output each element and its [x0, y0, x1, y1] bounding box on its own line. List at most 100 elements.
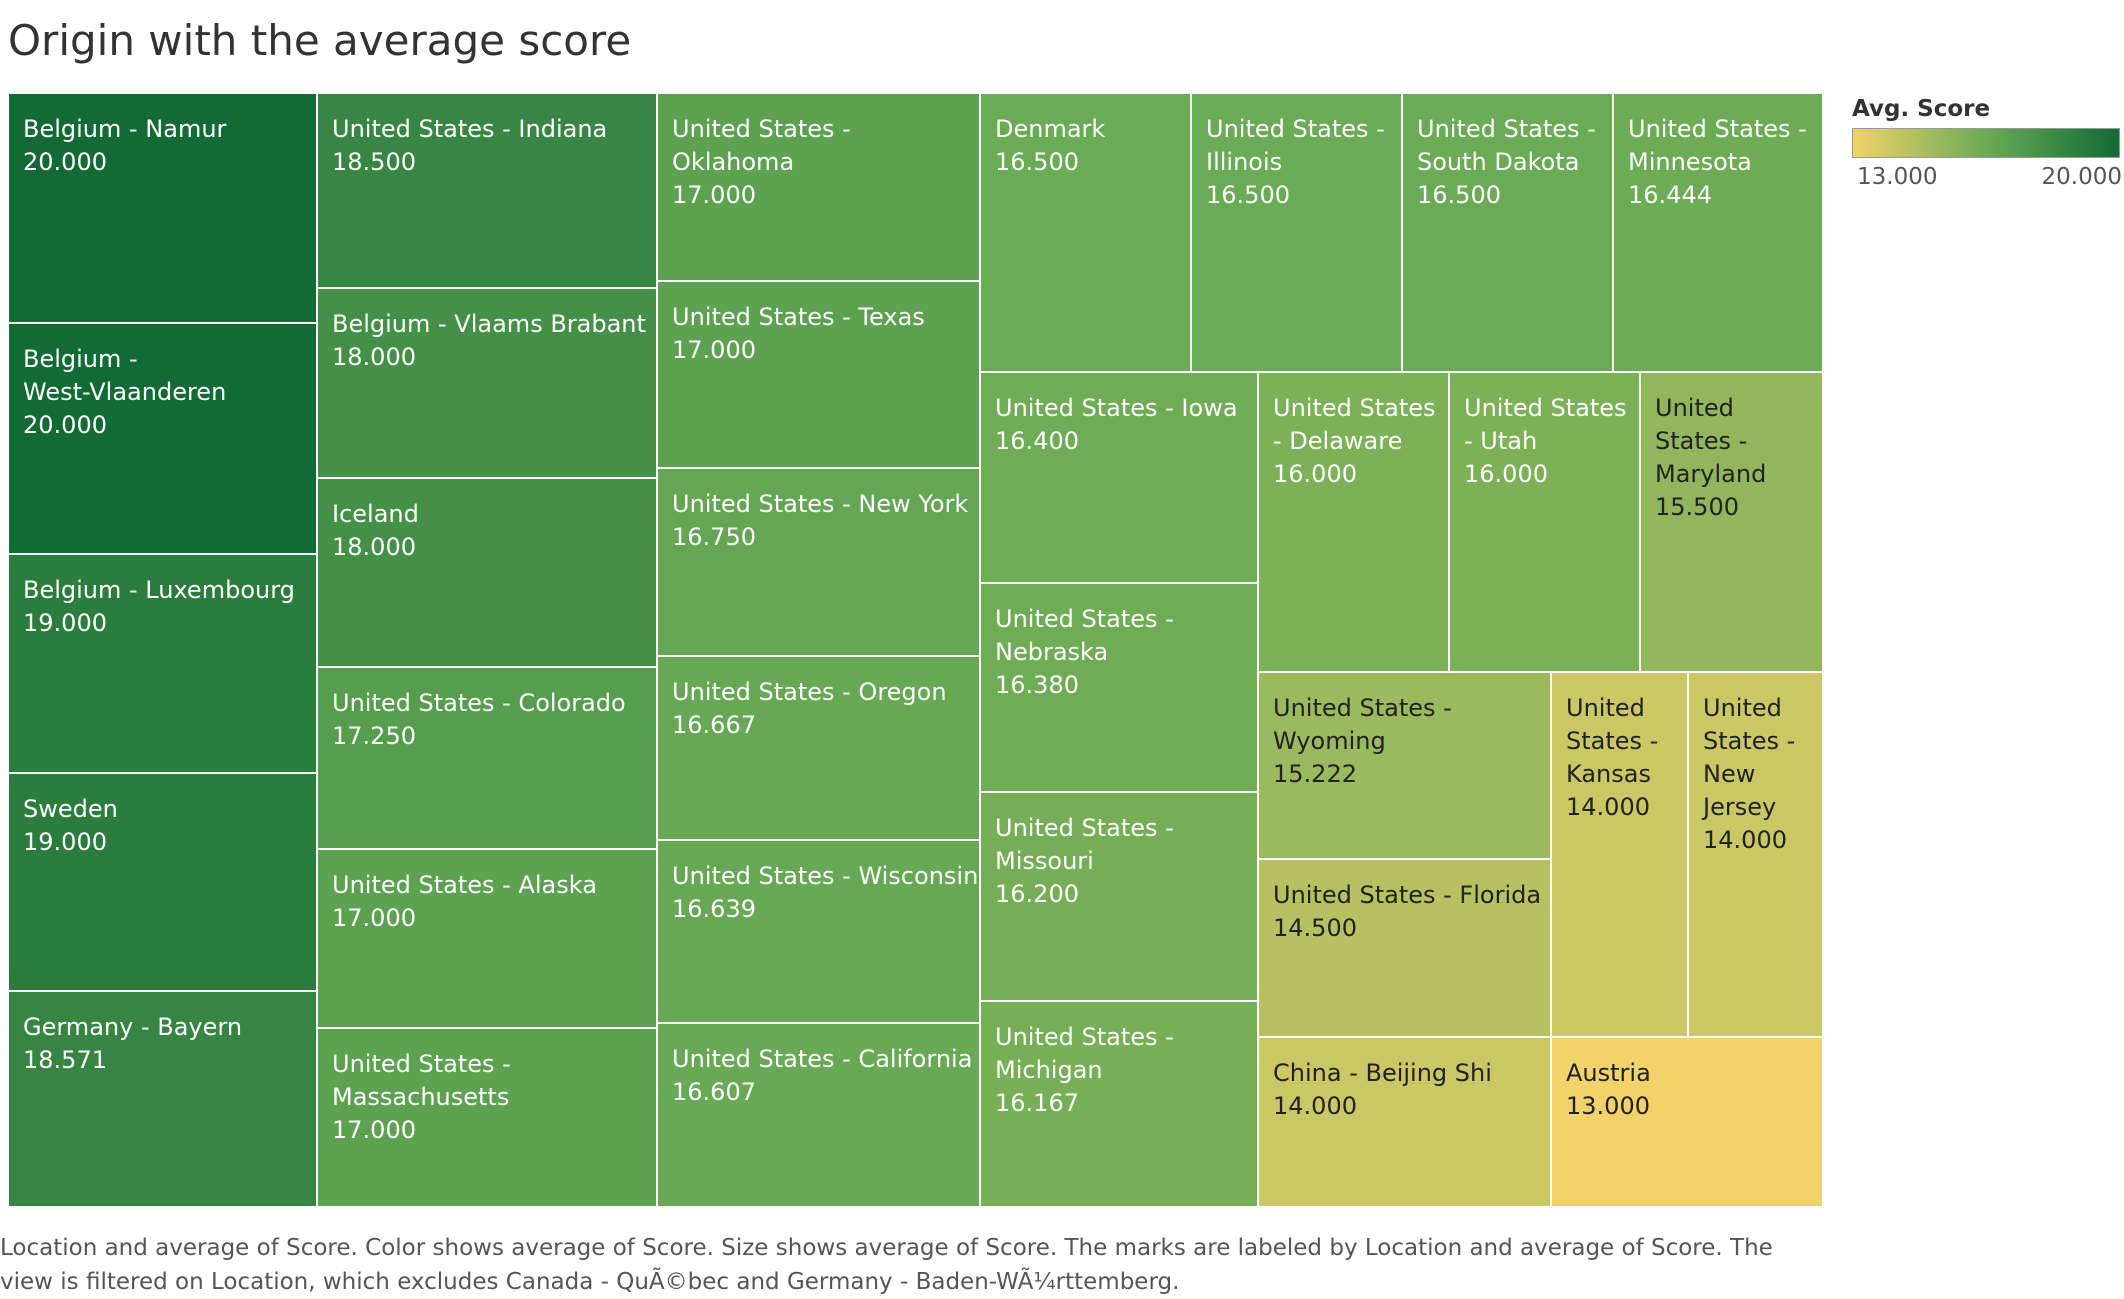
- treemap-cell-united-states-maryland[interactable]: United States - Maryland 15.500: [1640, 372, 1823, 672]
- cell-location-label: Belgium - West-Vlaanderen: [23, 345, 227, 406]
- chart-title: Origin with the average score: [8, 16, 632, 65]
- treemap-cell-united-states-iowa[interactable]: United States - Iowa 16.400: [980, 372, 1258, 583]
- cell-location-label: China - Beijing Shi: [1273, 1059, 1492, 1087]
- cell-score-label: 14.000: [1703, 826, 1787, 854]
- cell-score-label: 19.000: [23, 828, 107, 856]
- treemap-cell-iceland[interactable]: Iceland 18.000: [317, 478, 657, 667]
- legend-max-label: 20.000: [2041, 164, 2122, 190]
- cell-score-label: 17.000: [672, 336, 756, 364]
- treemap-cell-belgium-namur[interactable]: Belgium - Namur 20.000: [8, 93, 317, 323]
- cell-location-label: United States - Utah: [1464, 394, 1627, 455]
- cell-score-label: 16.639: [672, 895, 756, 923]
- treemap-cell-united-states-massachusetts[interactable]: United States - Massachusetts 17.000: [317, 1028, 657, 1207]
- treemap-cell-belgium-luxembourg[interactable]: Belgium - Luxembourg 19.000: [8, 554, 317, 773]
- treemap-cell-united-states-oklahoma[interactable]: United States - Oklahoma 17.000: [657, 93, 980, 281]
- cell-score-label: 16.000: [1273, 460, 1357, 488]
- cell-score-label: 16.000: [1464, 460, 1548, 488]
- cell-location-label: United States - Texas: [672, 303, 925, 331]
- cell-score-label: 20.000: [23, 411, 107, 439]
- cell-score-label: 14.000: [1273, 1092, 1357, 1120]
- legend-gradient-bar: [1852, 128, 2120, 158]
- cell-score-label: 15.222: [1273, 760, 1357, 788]
- cell-location-label: United States - Oregon: [672, 678, 947, 706]
- color-legend: Avg. Score 13.000 20.000: [1852, 96, 2124, 196]
- cell-location-label: United States - Kansas: [1566, 694, 1659, 788]
- treemap-cell-united-states-south-dakota[interactable]: United States - South Dakota 16.500: [1402, 93, 1613, 372]
- cell-location-label: United States - New York: [672, 490, 969, 518]
- cell-location-label: United States - Massachusetts: [332, 1050, 511, 1111]
- cell-score-label: 16.750: [672, 523, 756, 551]
- cell-location-label: United States - Wyoming: [1273, 694, 1452, 755]
- cell-location-label: United States - Missouri: [995, 814, 1174, 875]
- cell-location-label: United States - California: [672, 1045, 973, 1073]
- cell-location-label: Iceland: [332, 500, 419, 528]
- cell-score-label: 16.400: [995, 427, 1079, 455]
- treemap-cell-denmark[interactable]: Denmark 16.500: [980, 93, 1191, 372]
- treemap-cell-united-states-kansas[interactable]: United States - Kansas 14.000: [1551, 672, 1688, 1037]
- cell-score-label: 16.444: [1628, 181, 1712, 209]
- cell-location-label: Belgium - Namur: [23, 115, 227, 143]
- cell-score-label: 16.607: [672, 1078, 756, 1106]
- treemap-cell-united-states-illinois[interactable]: United States - Illinois 16.500: [1191, 93, 1402, 372]
- treemap-cell-united-states-texas[interactable]: United States - Texas 17.000: [657, 281, 980, 468]
- cell-location-label: Sweden: [23, 795, 118, 823]
- cell-location-label: United States - Colorado: [332, 689, 626, 717]
- cell-score-label: 16.380: [995, 671, 1079, 699]
- chart-caption: Location and average of Score. Color sho…: [0, 1235, 1773, 1295]
- cell-location-label: United States - New Jersey: [1703, 694, 1796, 821]
- treemap-cell-united-states-florida[interactable]: United States - Florida 14.500: [1258, 859, 1551, 1037]
- treemap-cell-united-states-minnesota[interactable]: United States - Minnesota 16.444: [1613, 93, 1823, 372]
- treemap-cell-germany-bayern[interactable]: Germany - Bayern 18.571: [8, 991, 317, 1207]
- treemap-cell-united-states-california[interactable]: United States - California 16.607: [657, 1023, 980, 1207]
- cell-score-label: 18.500: [332, 148, 416, 176]
- cell-score-label: 17.000: [672, 181, 756, 209]
- cell-location-label: United States - Wisconsin: [672, 862, 979, 890]
- cell-location-label: United States - Minnesota: [1628, 115, 1807, 176]
- treemap-cell-austria[interactable]: Austria 13.000: [1551, 1037, 1823, 1207]
- cell-score-label: 14.000: [1566, 793, 1650, 821]
- legend-title: Avg. Score: [1852, 96, 1991, 122]
- treemap-cell-china-beijing-shi[interactable]: China - Beijing Shi 14.000: [1258, 1037, 1551, 1207]
- treemap-cell-belgium-west-vlaanderen[interactable]: Belgium - West-Vlaanderen 20.000: [8, 323, 317, 554]
- treemap-cell-belgium-vlaams-brabant[interactable]: Belgium - Vlaams Brabant 18.000: [317, 288, 657, 478]
- treemap-cell-united-states-missouri[interactable]: United States - Missouri 16.200: [980, 792, 1258, 1001]
- legend-ticks: 13.000 20.000: [1852, 164, 2124, 196]
- cell-location-label: United States - Delaware: [1273, 394, 1436, 455]
- treemap-cell-united-states-utah[interactable]: United States - Utah 16.000: [1449, 372, 1640, 672]
- treemap-cell-united-states-new-york[interactable]: United States - New York 16.750: [657, 468, 980, 656]
- treemap-cell-united-states-colorado[interactable]: United States - Colorado 17.250: [317, 667, 657, 849]
- treemap-cell-united-states-oregon[interactable]: United States - Oregon 16.667: [657, 656, 980, 840]
- cell-score-label: 16.667: [672, 711, 756, 739]
- treemap-cell-united-states-nebraska[interactable]: United States - Nebraska 16.380: [980, 583, 1258, 792]
- cell-location-label: United States - Oklahoma: [672, 115, 851, 176]
- treemap-cell-united-states-new-jersey[interactable]: United States - New Jersey 14.000: [1688, 672, 1823, 1037]
- cell-location-label: Denmark: [995, 115, 1106, 143]
- cell-score-label: 18.000: [332, 533, 416, 561]
- cell-location-label: United States - Florida: [1273, 881, 1542, 909]
- treemap-cell-united-states-wisconsin[interactable]: United States - Wisconsin 16.639: [657, 840, 980, 1023]
- cell-score-label: 13.000: [1566, 1092, 1650, 1120]
- cell-score-label: 16.200: [995, 880, 1079, 908]
- cell-score-label: 15.500: [1655, 493, 1739, 521]
- legend-min-label: 13.000: [1857, 164, 1938, 190]
- cell-location-label: Belgium - Vlaams Brabant: [332, 310, 646, 338]
- cell-score-label: 14.500: [1273, 914, 1357, 942]
- cell-score-label: 16.500: [1206, 181, 1290, 209]
- treemap-cell-sweden[interactable]: Sweden 19.000: [8, 773, 317, 991]
- cell-location-label: Belgium - Luxembourg: [23, 576, 295, 604]
- cell-location-label: Austria: [1566, 1059, 1651, 1087]
- treemap-cell-united-states-wyoming[interactable]: United States - Wyoming 15.222: [1258, 672, 1551, 859]
- treemap-cell-united-states-alaska[interactable]: United States - Alaska 17.000: [317, 849, 657, 1028]
- cell-score-label: 16.500: [995, 148, 1079, 176]
- cell-score-label: 16.167: [995, 1089, 1079, 1117]
- treemap-cell-united-states-delaware[interactable]: United States - Delaware 16.000: [1258, 372, 1449, 672]
- treemap-cell-united-states-indiana[interactable]: United States - Indiana 18.500: [317, 93, 657, 288]
- cell-location-label: United States - Michigan: [995, 1023, 1174, 1084]
- treemap-cell-united-states-michigan[interactable]: United States - Michigan 16.167: [980, 1001, 1258, 1207]
- cell-score-label: 18.571: [23, 1046, 107, 1074]
- cell-location-label: United States - Alaska: [332, 871, 597, 899]
- cell-score-label: 20.000: [23, 148, 107, 176]
- treemap: Belgium - Namur 20.000 Belgium - West-Vlaa…: [8, 93, 1823, 1207]
- cell-score-label: 19.000: [23, 609, 107, 637]
